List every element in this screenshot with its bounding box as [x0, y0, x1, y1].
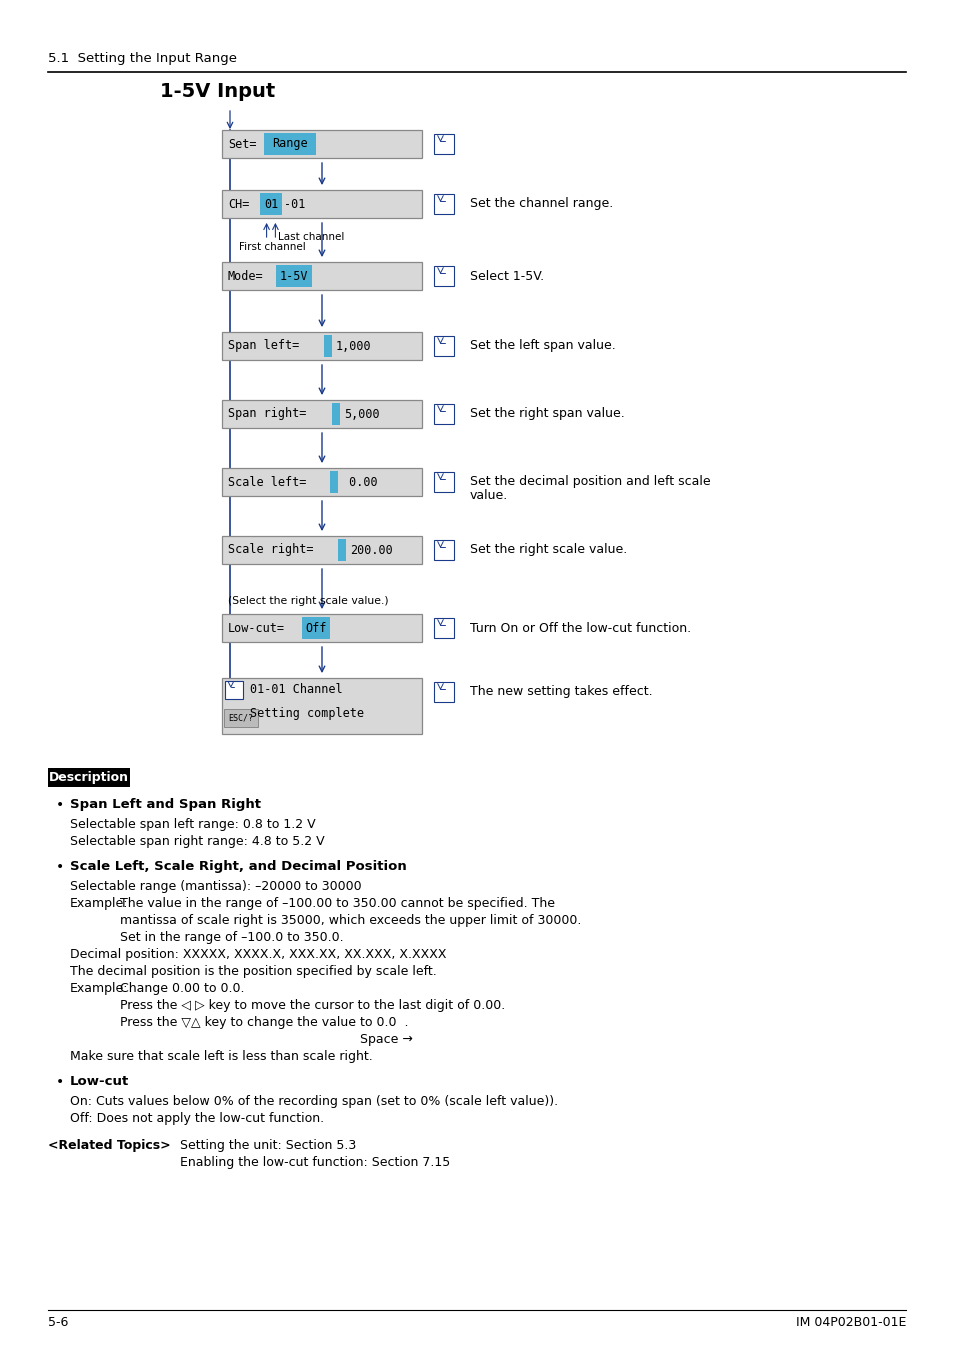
Bar	[434, 194, 454, 215]
Bar	[337, 539, 346, 562]
Bar	[434, 540, 454, 560]
Text: 5,000: 5,000	[344, 408, 379, 420]
Text: Scale right=: Scale right=	[228, 544, 314, 556]
Text: Scale left=: Scale left=	[228, 475, 306, 489]
Text: Selectable span right range: 4.8 to 5.2 V: Selectable span right range: 4.8 to 5.2 …	[70, 836, 324, 848]
Bar	[222, 678, 421, 734]
Text: 0.00: 0.00	[341, 475, 377, 489]
Bar	[434, 336, 454, 356]
Bar	[324, 335, 332, 356]
Text: Last channel: Last channel	[278, 232, 344, 242]
Text: Set the left span value.: Set the left span value.	[470, 339, 615, 352]
Text: Off: Off	[305, 621, 326, 634]
Text: IM 04P02B01-01E: IM 04P02B01-01E	[795, 1316, 905, 1328]
Bar	[222, 614, 421, 643]
Bar	[434, 618, 454, 639]
Bar	[48, 768, 130, 787]
Text: 200.00: 200.00	[350, 544, 393, 556]
Bar	[330, 471, 337, 493]
Text: Set the channel range.: Set the channel range.	[470, 197, 613, 211]
Text: Span left=: Span left=	[228, 339, 299, 352]
Text: Off: Does not apply the low-cut function.: Off: Does not apply the low-cut function…	[70, 1112, 324, 1125]
Text: Selectable range (mantissa): –20000 to 30000: Selectable range (mantissa): –20000 to 3…	[70, 880, 361, 892]
Text: 1-5V: 1-5V	[279, 270, 308, 282]
Text: Low-cut: Low-cut	[70, 1075, 129, 1088]
Bar	[222, 468, 421, 495]
Text: CH=: CH=	[228, 197, 249, 211]
Bar	[434, 472, 454, 491]
Bar	[260, 193, 282, 215]
Text: Scale Left, Scale Right, and Decimal Position: Scale Left, Scale Right, and Decimal Pos…	[70, 860, 406, 873]
Text: ESC/?: ESC/?	[229, 714, 253, 722]
Text: Set the decimal position and left scale: Set the decimal position and left scale	[470, 475, 710, 487]
Text: 01-01 Channel: 01-01 Channel	[250, 683, 342, 697]
Text: 5-6: 5-6	[48, 1316, 69, 1328]
Text: Turn On or Off the low-cut function.: Turn On or Off the low-cut function.	[470, 621, 690, 634]
Text: Setting complete: Setting complete	[250, 706, 364, 720]
Bar	[434, 134, 454, 154]
Text: Press the ▽△ key to change the value to 0.0  .: Press the ▽△ key to change the value to …	[120, 1017, 408, 1029]
Text: 01: 01	[264, 197, 278, 211]
Bar	[264, 134, 315, 155]
Bar	[332, 404, 339, 425]
Text: 5.1  Setting the Input Range: 5.1 Setting the Input Range	[48, 53, 236, 65]
Text: (Select the right scale value.): (Select the right scale value.)	[228, 595, 388, 606]
Bar	[222, 332, 421, 360]
Bar	[222, 536, 421, 564]
Text: Span Left and Span Right: Span Left and Span Right	[70, 798, 261, 811]
Text: Example:: Example:	[70, 896, 129, 910]
Bar	[275, 265, 312, 288]
Text: Setting the unit: Section 5.3: Setting the unit: Section 5.3	[180, 1139, 355, 1152]
Text: -01: -01	[284, 197, 305, 211]
Text: Example:: Example:	[70, 981, 129, 995]
Text: <Related Topics>: <Related Topics>	[48, 1139, 171, 1152]
Text: Select 1-5V.: Select 1-5V.	[470, 270, 543, 282]
Text: •: •	[56, 798, 64, 811]
Bar	[434, 404, 454, 424]
Bar	[222, 190, 421, 217]
Bar	[222, 130, 421, 158]
Text: Range: Range	[272, 138, 308, 150]
Bar	[222, 400, 421, 428]
Text: First channel: First channel	[238, 242, 305, 252]
Bar	[434, 266, 454, 286]
Text: Mode=: Mode=	[228, 270, 263, 282]
Text: Set in the range of –100.0 to 350.0.: Set in the range of –100.0 to 350.0.	[120, 931, 343, 944]
Text: The decimal position is the position specified by scale left.: The decimal position is the position spe…	[70, 965, 436, 977]
Text: •: •	[56, 1075, 64, 1089]
Text: Enabling the low-cut function: Section 7.15: Enabling the low-cut function: Section 7…	[180, 1156, 450, 1169]
Text: Selectable span left range: 0.8 to 1.2 V: Selectable span left range: 0.8 to 1.2 V	[70, 818, 315, 832]
Text: On: Cuts values below 0% of the recording span (set to 0% (scale left value)).: On: Cuts values below 0% of the recordin…	[70, 1095, 558, 1108]
Text: Make sure that scale left is less than scale right.: Make sure that scale left is less than s…	[70, 1050, 373, 1062]
Text: Press the ◁ ▷ key to move the cursor to the last digit of 0.00.: Press the ◁ ▷ key to move the cursor to …	[120, 999, 505, 1012]
Text: Set the right span value.: Set the right span value.	[470, 408, 624, 420]
Text: mantissa of scale right is 35000, which exceeds the upper limit of 30000.: mantissa of scale right is 35000, which …	[120, 914, 580, 927]
Bar	[225, 680, 243, 699]
Text: Description: Description	[49, 771, 129, 784]
Text: 1-5V Input: 1-5V Input	[160, 82, 275, 101]
Bar	[224, 709, 257, 728]
Text: The value in the range of –100.00 to 350.00 cannot be specified. The: The value in the range of –100.00 to 350…	[120, 896, 555, 910]
Text: •: •	[56, 860, 64, 873]
Text: Low-cut=: Low-cut=	[228, 621, 285, 634]
Text: Set=: Set=	[228, 138, 256, 150]
Bar	[434, 682, 454, 702]
Text: Set the right scale value.: Set the right scale value.	[470, 544, 626, 556]
Text: Decimal position: XXXXX, XXXX.X, XXX.XX, XX.XXX, X.XXXX: Decimal position: XXXXX, XXXX.X, XXX.XX,…	[70, 948, 446, 961]
Text: Span right=: Span right=	[228, 408, 306, 420]
Bar	[222, 262, 421, 290]
Text: value.: value.	[470, 489, 508, 502]
Bar	[302, 617, 330, 639]
Text: Change 0.00 to 0.0.: Change 0.00 to 0.0.	[120, 981, 244, 995]
Text: The new setting takes effect.: The new setting takes effect.	[470, 686, 652, 698]
Text: Space →: Space →	[359, 1033, 413, 1046]
Text: 1,000: 1,000	[335, 339, 372, 352]
